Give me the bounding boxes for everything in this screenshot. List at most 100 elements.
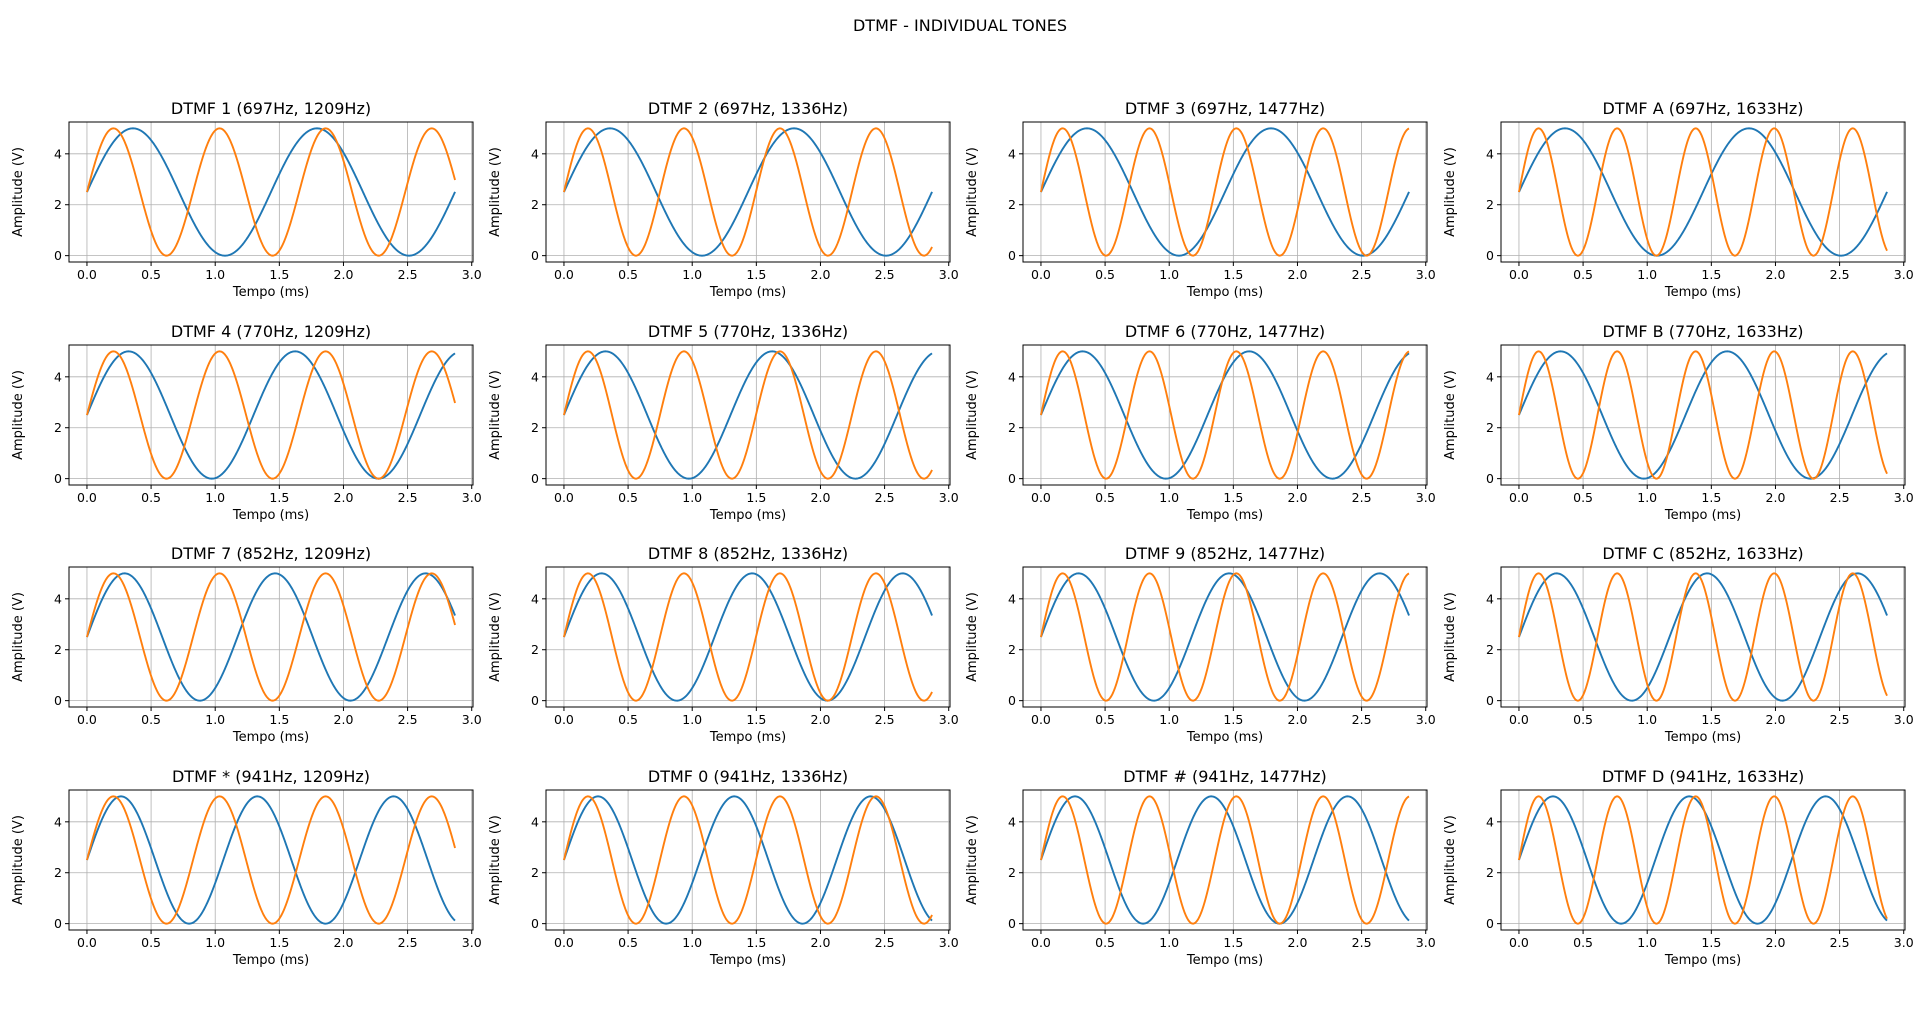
y-tick-label: 0 xyxy=(1486,471,1494,486)
x-tick-label: 1.5 xyxy=(746,935,766,950)
subplot-6: DTMF 5 (770Hz, 1336Hz) 0.0 0.5 1.0 1.5 2.0 2.5… xyxy=(488,322,959,523)
high-tone-line xyxy=(563,795,933,925)
y-tick-label: 2 xyxy=(1486,197,1494,212)
y-axis-label: Amplitude (V) xyxy=(488,370,503,460)
x-axis-label: Tempo (ms) xyxy=(709,285,786,300)
y-tick-label: 0 xyxy=(531,693,539,708)
x-tick-label: 3.0 xyxy=(1894,490,1914,505)
x-tick-label: 2.5 xyxy=(1352,712,1372,727)
y-tick-label: 2 xyxy=(531,420,539,435)
x-tick-label: 1.0 xyxy=(1159,490,1179,505)
x-tick-label: 1.0 xyxy=(1637,712,1657,727)
x-tick-label: 2.0 xyxy=(1288,490,1308,505)
subplot-title: DTMF A (697Hz, 1633Hz) xyxy=(1603,99,1804,118)
x-tick-label: 3.0 xyxy=(1894,712,1914,727)
x-tick-label: 0.0 xyxy=(554,267,574,282)
x-tick-label: 3.0 xyxy=(939,267,959,282)
x-tick-label: 0.5 xyxy=(141,712,161,727)
y-axis-label: Amplitude (V) xyxy=(1443,815,1458,905)
y-tick-label: 2 xyxy=(531,642,539,657)
high-tone-line xyxy=(86,127,456,257)
low-tone-line xyxy=(1518,572,1888,702)
x-tick-label: 1.0 xyxy=(205,267,225,282)
subplot-14: DTMF 0 (941Hz, 1336Hz) 0.0 0.5 1.0 1.5 2.0 2.5… xyxy=(488,767,959,968)
axes-frame xyxy=(1022,344,1428,486)
low-tone-line xyxy=(1518,127,1888,257)
axes-frame xyxy=(545,121,951,263)
low-tone-line xyxy=(1040,795,1410,925)
low-tone-line xyxy=(563,127,933,257)
high-tone-line xyxy=(1518,127,1888,257)
axes-frame xyxy=(68,121,474,263)
axes-frame xyxy=(68,566,474,708)
subplot-title: DTMF * (941Hz, 1209Hz) xyxy=(172,767,370,786)
x-tick-label: 2.0 xyxy=(1766,267,1786,282)
x-tick-label: 0.0 xyxy=(1509,935,1529,950)
x-tick-label: 0.5 xyxy=(1095,490,1115,505)
y-tick-label: 0 xyxy=(54,471,62,486)
y-axis-label: Amplitude (V) xyxy=(11,592,26,682)
low-tone-line xyxy=(86,795,456,925)
subplot-title: DTMF 5 (770Hz, 1336Hz) xyxy=(648,322,848,341)
y-tick-label: 2 xyxy=(54,420,62,435)
y-axis-label: Amplitude (V) xyxy=(1443,592,1458,682)
high-tone-line xyxy=(563,572,933,702)
subplot-title: DTMF 8 (852Hz, 1336Hz) xyxy=(648,544,848,563)
x-tick-label: 0.5 xyxy=(141,935,161,950)
y-tick-label: 2 xyxy=(1008,420,1016,435)
x-tick-label: 0.5 xyxy=(1573,490,1593,505)
x-tick-label: 2.5 xyxy=(398,712,418,727)
x-tick-label: 2.5 xyxy=(1830,490,1850,505)
high-tone-line xyxy=(86,572,456,702)
y-tick-label: 2 xyxy=(1486,420,1494,435)
y-axis-label: Amplitude (V) xyxy=(488,147,503,237)
subplot-title: DTMF 6 (770Hz, 1477Hz) xyxy=(1125,322,1325,341)
x-tick-label: 2.5 xyxy=(875,935,895,950)
y-axis-label: Amplitude (V) xyxy=(1443,147,1458,237)
high-tone-line xyxy=(1040,795,1410,925)
y-tick-label: 0 xyxy=(1486,248,1494,263)
x-tick-label: 2.0 xyxy=(811,935,831,950)
x-tick-label: 0.5 xyxy=(618,490,638,505)
y-tick-label: 2 xyxy=(531,865,539,880)
low-tone-line xyxy=(563,350,933,480)
y-tick-label: 0 xyxy=(531,471,539,486)
subplot-title: DTMF 2 (697Hz, 1336Hz) xyxy=(648,99,848,118)
y-tick-label: 2 xyxy=(1008,865,1016,880)
y-tick-label: 4 xyxy=(1486,369,1494,384)
subplot-title: DTMF 1 (697Hz, 1209Hz) xyxy=(171,99,371,118)
subplot-12: DTMF C (852Hz, 1633Hz) 0.0 0.5 1.0 1.5 2.0 2.5… xyxy=(1443,544,1914,745)
axes-frame xyxy=(1500,344,1906,486)
x-tick-label: 2.0 xyxy=(334,935,354,950)
x-tick-label: 3.0 xyxy=(1416,490,1436,505)
y-tick-label: 0 xyxy=(531,248,539,263)
x-tick-label: 2.5 xyxy=(1352,267,1372,282)
x-tick-label: 2.5 xyxy=(1352,935,1372,950)
low-tone-line xyxy=(1040,350,1410,480)
x-tick-label: 1.0 xyxy=(682,267,702,282)
axes-frame xyxy=(1022,789,1428,931)
subplot-title: DTMF 4 (770Hz, 1209Hz) xyxy=(171,322,371,341)
high-tone-line xyxy=(1518,350,1888,480)
high-tone-line xyxy=(1518,572,1888,702)
x-tick-label: 1.0 xyxy=(205,935,225,950)
x-tick-label: 3.0 xyxy=(939,935,959,950)
x-tick-label: 1.0 xyxy=(1159,712,1179,727)
y-axis-label: Amplitude (V) xyxy=(1443,370,1458,460)
x-tick-label: 1.0 xyxy=(1637,490,1657,505)
x-tick-label: 1.5 xyxy=(1701,490,1721,505)
x-tick-label: 3.0 xyxy=(462,935,482,950)
x-tick-label: 2.0 xyxy=(334,267,354,282)
x-tick-label: 0.0 xyxy=(554,935,574,950)
x-tick-label: 1.5 xyxy=(1223,712,1243,727)
x-tick-label: 2.0 xyxy=(1766,935,1786,950)
low-tone-line xyxy=(1040,572,1410,702)
x-tick-label: 0.5 xyxy=(1095,935,1115,950)
x-tick-label: 2.5 xyxy=(875,490,895,505)
x-tick-label: 2.5 xyxy=(1830,267,1850,282)
y-tick-label: 4 xyxy=(531,369,539,384)
x-tick-label: 2.5 xyxy=(398,267,418,282)
x-tick-label: 1.5 xyxy=(269,935,289,950)
subplot-9: DTMF 7 (852Hz, 1209Hz) 0.0 0.5 1.0 1.5 2.0 2.5… xyxy=(11,544,482,745)
